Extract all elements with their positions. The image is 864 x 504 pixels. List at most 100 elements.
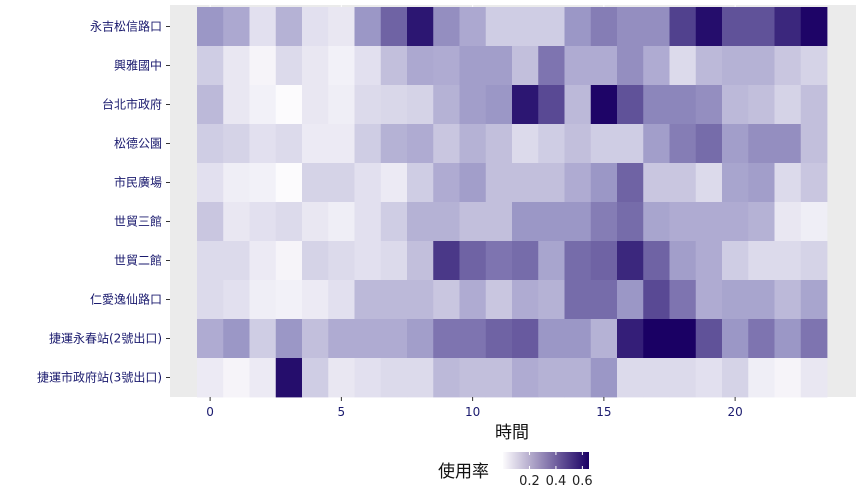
heatmap-cell [328, 280, 355, 320]
heatmap-cell [590, 163, 618, 203]
heatmap-cell [275, 46, 303, 86]
heatmap-cell [485, 202, 513, 242]
x-axis-title: 時間 [495, 423, 529, 443]
heatmap-cell [459, 163, 487, 203]
heatmap-cell [643, 163, 670, 203]
heatmap-cell [748, 319, 775, 359]
y-tick-label: 世貿三館 [114, 214, 162, 229]
heatmap-cell [249, 46, 277, 86]
heatmap-cell [354, 7, 382, 47]
heatmap-cell [538, 7, 565, 47]
heatmap-cell [328, 163, 355, 203]
heatmap-cell [275, 280, 303, 320]
heatmap-cell [354, 46, 382, 86]
heatmap-cell [669, 280, 697, 320]
heatmap-cell [722, 7, 749, 47]
heatmap-cell [774, 202, 802, 242]
heatmap-cell [407, 7, 434, 47]
heatmap-cell [748, 124, 775, 164]
heatmap-cell [774, 358, 802, 398]
heatmap-cell [407, 202, 434, 242]
heatmap-cell [302, 46, 329, 86]
heatmap-cell [695, 280, 723, 320]
heatmap-cell [223, 7, 250, 47]
heatmap-cell [669, 7, 697, 47]
heatmap-cell [695, 202, 723, 242]
heatmap-cell [197, 85, 224, 125]
heatmap-cell [485, 241, 513, 281]
heatmap-cell [564, 280, 592, 320]
heatmap-cell [590, 7, 618, 47]
heatmap-cell [774, 7, 802, 47]
heatmap-cell [512, 319, 539, 359]
heatmap-cell [302, 7, 329, 47]
heatmap-cell [538, 46, 565, 86]
heatmap-cell [407, 241, 434, 281]
heatmap-cell [643, 85, 670, 125]
heatmap-cell [249, 280, 277, 320]
heatmap-cell [669, 241, 697, 281]
heatmap-cell [354, 358, 382, 398]
heatmap-cell [643, 202, 670, 242]
heatmap-cell [590, 241, 618, 281]
heatmap-cell [695, 7, 723, 47]
heatmap-cell [275, 85, 303, 125]
heatmap-cell [275, 358, 303, 398]
heatmap-cell [302, 163, 329, 203]
heatmap-cell [669, 358, 697, 398]
heatmap-cell [354, 85, 382, 125]
heatmap-cell [223, 202, 250, 242]
heatmap-cell [669, 85, 697, 125]
heatmap-cell [617, 358, 644, 398]
heatmap-cell [275, 319, 303, 359]
heatmap-cell [197, 358, 224, 398]
heatmap-cell [433, 358, 460, 398]
heatmap-cell [643, 358, 670, 398]
heatmap-cell [223, 46, 250, 86]
heatmap-cell [485, 124, 513, 164]
legend-tick-label: 0.2 [519, 474, 540, 489]
heatmap-cell [695, 358, 723, 398]
heatmap-cell [302, 358, 329, 398]
heatmap-cell [538, 241, 565, 281]
heatmap-cell [722, 319, 749, 359]
heatmap-cell [722, 202, 749, 242]
heatmap-cell [328, 319, 355, 359]
heatmap-cell [695, 85, 723, 125]
heatmap-cell [302, 124, 329, 164]
x-tick-label: 0 [206, 405, 214, 419]
heatmap-cell [774, 280, 802, 320]
heatmap-cell [800, 358, 828, 398]
heatmap-cell [328, 241, 355, 281]
legend-tick-label: 0.4 [546, 474, 567, 489]
heatmap-cell [564, 202, 592, 242]
heatmap-cell [328, 358, 355, 398]
heatmap-cell [459, 85, 487, 125]
heatmap-cell [643, 319, 670, 359]
heatmap-cell [407, 319, 434, 359]
heatmap-cell [433, 46, 460, 86]
heatmap-cell [748, 241, 775, 281]
heatmap-cell [328, 85, 355, 125]
heatmap-cell [302, 85, 329, 125]
heatmap-cell [354, 319, 382, 359]
heatmap-cell [249, 358, 277, 398]
heatmap-cell [407, 163, 434, 203]
heatmap-cell [800, 124, 828, 164]
heatmap-cell [328, 46, 355, 86]
heatmap-cell [249, 202, 277, 242]
heatmap-cell [564, 358, 592, 398]
heatmap-cell [380, 85, 408, 125]
heatmap-cell [590, 46, 618, 86]
heatmap-cell [223, 124, 250, 164]
heatmap-cell [748, 7, 775, 47]
heatmap-cell [564, 46, 592, 86]
heatmap-cell [197, 163, 224, 203]
heatmap-cell [433, 241, 460, 281]
heatmap-cell [695, 163, 723, 203]
heatmap-cell [249, 124, 277, 164]
heatmap-cell [433, 280, 460, 320]
heatmap-cell [485, 46, 513, 86]
heatmap-cell [459, 358, 487, 398]
heatmap-cell [433, 319, 460, 359]
